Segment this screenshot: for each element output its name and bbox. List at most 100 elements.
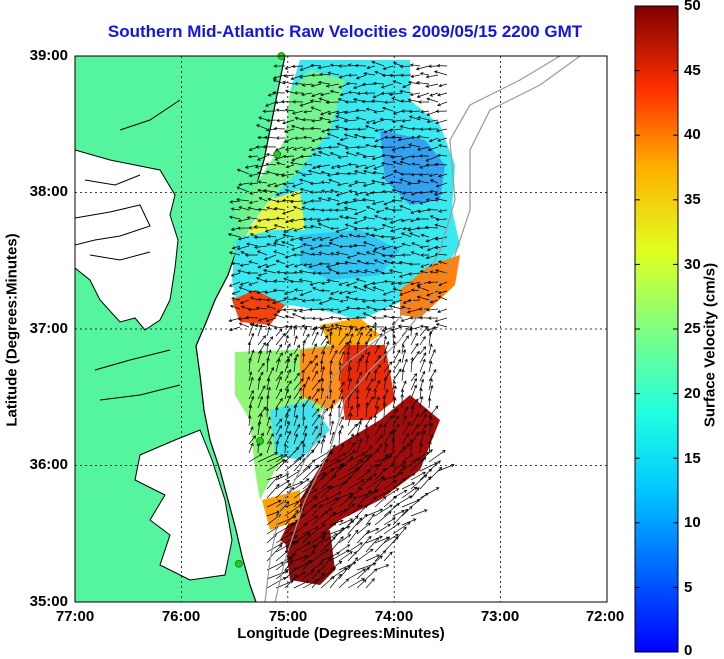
velocity-arrow — [338, 495, 354, 508]
velocity-arrow — [248, 404, 253, 418]
field-west-red — [232, 290, 285, 325]
velocity-arrow — [248, 289, 259, 294]
velocity-arrow — [329, 323, 334, 337]
velocity-arrow — [310, 224, 322, 229]
velocity-arrow — [257, 420, 262, 436]
velocity-arrow — [337, 182, 349, 187]
velocity-arrow — [239, 281, 250, 286]
velocity-arrow — [302, 243, 313, 247]
velocity-arrow — [419, 442, 423, 454]
velocity-arrow — [310, 199, 322, 203]
velocity-arrow — [329, 567, 348, 580]
velocity-arrow — [371, 281, 385, 286]
velocity-arrow — [266, 323, 277, 328]
velocity-arrow — [311, 569, 321, 580]
velocity-arrow — [364, 164, 376, 170]
velocity-arrow — [262, 268, 277, 274]
velocity-arrow — [392, 62, 403, 67]
velocity-arrow — [338, 350, 345, 364]
velocity-arrow — [293, 541, 311, 553]
velocity-arrow — [383, 100, 394, 105]
velocity-arrow — [275, 332, 286, 346]
velocity-arrow — [248, 322, 255, 337]
velocity-arrow — [409, 438, 413, 454]
velocity-arrow — [366, 65, 376, 70]
velocity-arrow — [307, 169, 322, 175]
velocity-arrow — [393, 245, 403, 250]
velocity-arrow — [425, 254, 439, 260]
velocity-arrow — [374, 137, 385, 143]
velocity-arrow — [266, 349, 272, 364]
velocity-arrow — [311, 572, 325, 589]
velocity-arrow — [419, 370, 426, 382]
velocity-arrow — [320, 557, 332, 571]
velocity-arrow — [302, 488, 318, 499]
velocity-arrow — [273, 182, 286, 188]
velocity-arrow — [338, 83, 349, 89]
velocity-arrow — [284, 343, 291, 355]
velocity-arrow — [335, 261, 349, 266]
velocity-arrow — [236, 186, 250, 193]
velocity-arrow — [365, 476, 385, 490]
chesapeake-bay — [75, 149, 179, 331]
velocity-arrow — [338, 519, 355, 535]
velocity-arrow — [293, 308, 304, 313]
velocity-arrow — [365, 401, 369, 418]
velocity-arrow — [400, 317, 412, 323]
velocity-arrow — [344, 100, 358, 104]
velocity-arrow — [275, 480, 290, 490]
velocity-arrow — [401, 486, 418, 499]
velocity-arrow — [246, 216, 259, 220]
velocity-arrow — [383, 443, 388, 454]
velocity-arrow — [293, 490, 309, 508]
velocity-arrow — [372, 250, 385, 256]
velocity-arrow — [348, 233, 358, 238]
velocity-arrow — [294, 136, 304, 140]
velocity-arrow — [363, 72, 376, 76]
velocity-arrow — [228, 281, 241, 287]
velocity-arrow — [293, 403, 298, 418]
velocity-arrow — [401, 457, 421, 472]
velocity-arrow — [273, 250, 286, 256]
velocity-arrow — [320, 110, 331, 116]
velocity-arrow — [388, 128, 403, 133]
velocity-arrow — [292, 205, 304, 211]
velocity-arrow — [266, 454, 284, 463]
velocity-arrow — [339, 234, 349, 238]
velocity-arrow — [392, 510, 405, 517]
velocity-arrow — [435, 119, 448, 125]
velocity-arrow — [428, 325, 436, 337]
velocity-arrow — [365, 378, 374, 391]
velocity-arrow — [373, 388, 377, 400]
velocity-arrow — [284, 188, 295, 193]
velocity-arrow — [429, 299, 439, 304]
velocity-arrow — [352, 198, 367, 202]
velocity-arrow — [410, 405, 415, 418]
velocity-arrow — [267, 197, 277, 202]
x-tick-label: 72:00 — [585, 608, 625, 625]
velocity-arrow — [308, 263, 322, 269]
velocity-arrow — [420, 253, 430, 257]
x-tick-label: 74:00 — [374, 608, 414, 625]
velocity-arrow — [410, 384, 418, 400]
velocity-arrow — [329, 491, 342, 499]
velocity-arrow — [276, 118, 286, 123]
velocity-arrow — [257, 452, 279, 463]
velocity-arrow — [374, 269, 385, 274]
velocity-arrow — [320, 387, 325, 400]
velocity-arrow — [399, 64, 412, 69]
velocity-arrow — [425, 198, 439, 202]
velocity-arrow — [319, 236, 331, 241]
velocity-arrow — [425, 236, 439, 243]
velocity-arrow — [362, 312, 376, 319]
velocity-arrow — [312, 153, 322, 157]
velocity-arrow — [320, 170, 331, 175]
velocity-arrow — [392, 445, 406, 463]
velocity-arrow — [420, 263, 430, 268]
velocity-arrow — [355, 108, 367, 113]
velocity-arrow — [299, 154, 313, 159]
velocity-arrow — [361, 299, 376, 303]
velocity-arrow — [317, 65, 331, 70]
velocity-arrow — [311, 548, 330, 562]
velocity-arrow — [229, 304, 241, 310]
